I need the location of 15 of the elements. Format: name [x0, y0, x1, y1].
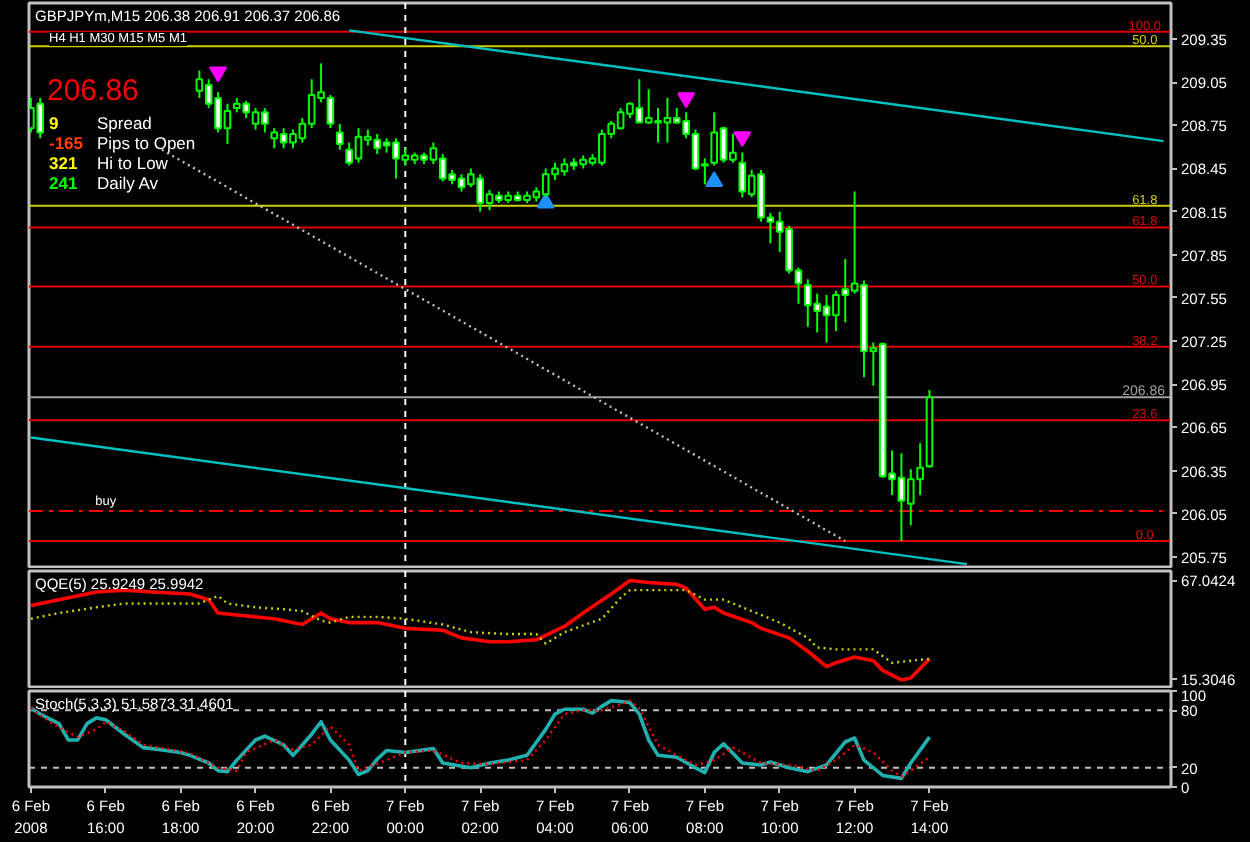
line-series — [29, 578, 932, 682]
annotation: Spread — [97, 113, 153, 133]
candlestick — [270, 127, 279, 150]
annotation: 321 — [49, 153, 78, 173]
annotation: Daily Av — [97, 173, 160, 193]
candlestick — [36, 96, 45, 140]
line-series — [29, 588, 931, 664]
annotation: Hi to Low — [97, 153, 170, 173]
candlestick — [738, 151, 747, 199]
annotation: -165 — [49, 133, 84, 153]
annotation: 241 — [49, 173, 78, 193]
annotation: 9 — [49, 113, 59, 133]
annotation: Pips to Open — [97, 133, 196, 153]
annotation: 206.86 — [47, 74, 139, 108]
candlestick — [335, 122, 344, 151]
